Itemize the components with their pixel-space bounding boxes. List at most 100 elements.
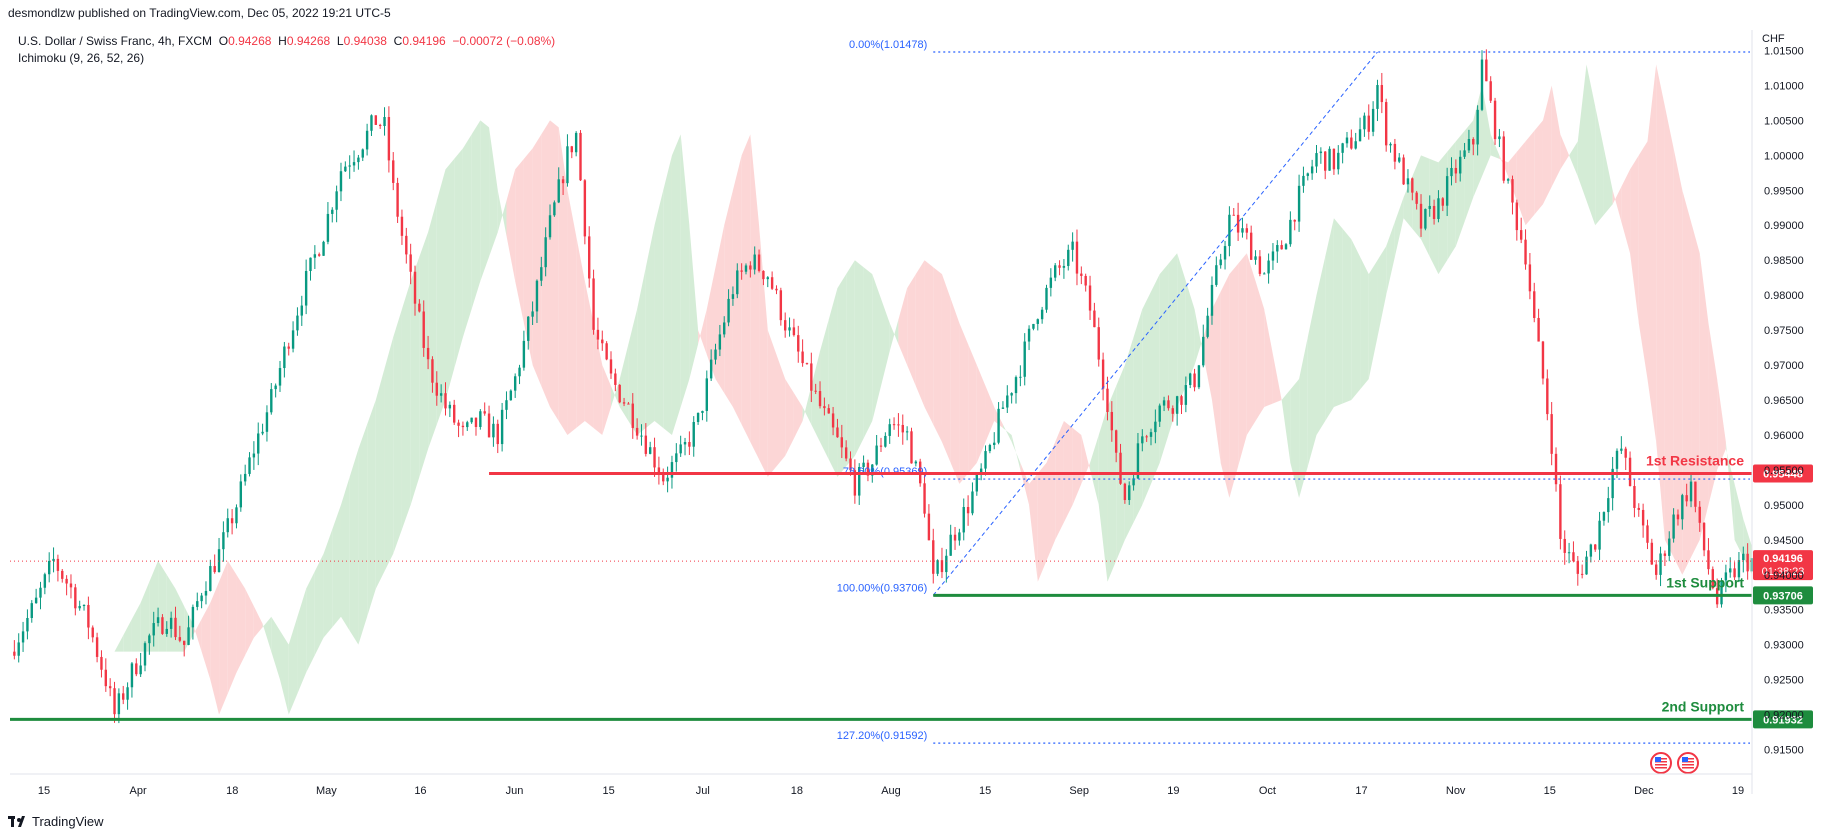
candle-body <box>1733 568 1736 578</box>
candle-body <box>422 311 425 348</box>
candle-body <box>483 411 486 414</box>
cloud-segment <box>1734 483 1744 558</box>
candle-body <box>1010 393 1013 396</box>
cloud-segment <box>149 560 159 652</box>
candle-body <box>13 651 16 656</box>
economic-event-icon[interactable] <box>1650 752 1672 774</box>
cloud-segment <box>881 298 890 387</box>
candle-body <box>1424 208 1427 229</box>
cloud-segment <box>1090 434 1099 505</box>
candle-body <box>1202 336 1205 366</box>
candle-body <box>644 435 648 454</box>
cloud-segment <box>245 588 254 656</box>
x-tick-label: 15 <box>38 785 50 797</box>
fib-trend-line <box>932 51 1378 596</box>
candle-body <box>1432 205 1436 219</box>
cloud-segment <box>811 351 821 442</box>
cloud-segment <box>1490 134 1500 159</box>
candle-body <box>971 491 974 514</box>
candle-body <box>932 540 935 574</box>
cloud-segment <box>1299 337 1308 498</box>
flag-stripe <box>1655 764 1667 766</box>
cloud-segment <box>1603 148 1613 215</box>
candle-body <box>1511 179 1514 203</box>
candle-body <box>679 444 682 454</box>
fib-level-label: 0.00%(1.01478) <box>849 39 927 51</box>
economic-event-icon[interactable] <box>1677 752 1699 774</box>
cloud-segment <box>1333 218 1343 407</box>
candle-body <box>1567 552 1571 554</box>
cloud-segment <box>1185 281 1195 387</box>
cloud-segment <box>1368 260 1378 380</box>
cloud-segment <box>123 619 132 652</box>
candle-body <box>1054 265 1057 278</box>
candle-body <box>1681 495 1684 520</box>
candle-body <box>753 254 756 270</box>
candle-body <box>252 453 256 458</box>
candle-body <box>1711 569 1715 589</box>
cloud-segment <box>1647 64 1657 442</box>
cloud-segment <box>515 158 524 324</box>
candle-body <box>1302 175 1305 186</box>
candle-body <box>736 270 739 295</box>
candle-body <box>1411 178 1414 193</box>
cloud-segment <box>802 386 812 425</box>
candle-body <box>183 640 186 645</box>
y-tick-label: 0.97500 <box>1764 325 1804 337</box>
level-price-tag <box>1753 586 1813 605</box>
y-tick-label: 0.94500 <box>1764 535 1804 547</box>
candle-body <box>322 241 325 256</box>
cloud-segment <box>1029 473 1038 582</box>
cloud-segment <box>837 274 847 477</box>
tradingview-logo[interactable]: TradingView <box>8 814 104 829</box>
cloud-segment <box>1151 274 1160 484</box>
cloud-segment <box>1386 221 1395 296</box>
cloud-segment <box>741 134 751 442</box>
candle-body <box>200 595 203 602</box>
cloud-segment <box>1194 309 1204 366</box>
cloud-segment <box>192 619 202 652</box>
candle-body <box>879 445 883 447</box>
candle-body <box>1167 400 1170 409</box>
x-tick-label: 18 <box>226 785 238 797</box>
candle-body <box>1228 214 1231 247</box>
cloud-segment <box>1220 274 1230 498</box>
candle-body <box>222 532 225 550</box>
cloud-segment <box>471 120 481 310</box>
candle-body <box>418 303 421 312</box>
candle-body <box>688 442 691 447</box>
cloud-segment <box>1020 462 1030 505</box>
cloud-segment <box>410 256 420 505</box>
candle-body <box>78 606 81 609</box>
indicator-legend[interactable]: Ichimoku (9, 26, 52, 26) <box>18 51 145 65</box>
candle-body <box>1175 396 1179 414</box>
cloud-segment <box>1159 263 1169 463</box>
cloud-segment <box>489 127 498 257</box>
candle-body <box>766 277 769 280</box>
cloud-segment <box>1542 85 1552 205</box>
candle-body <box>331 209 334 214</box>
candle-body <box>1580 573 1584 575</box>
candle-body <box>1097 327 1100 360</box>
candle-body <box>596 329 600 340</box>
y-tick-label: 0.98500 <box>1764 255 1804 267</box>
candle-body <box>82 604 86 607</box>
cloud-segment <box>1168 253 1178 435</box>
fib-level-label: 100.00%(0.93706) <box>837 582 928 594</box>
cloud-segment <box>140 581 150 652</box>
cloud-segment <box>1638 141 1648 380</box>
candle-body <box>243 473 247 482</box>
candle-body <box>849 458 852 471</box>
tradingview-logo-icon <box>8 815 28 828</box>
level-name: 2nd Support <box>1662 698 1745 714</box>
candle-body <box>156 617 160 624</box>
candle-body <box>1001 407 1005 409</box>
candle-body <box>1215 265 1218 285</box>
candle-body <box>540 267 543 281</box>
candle-body <box>1585 556 1588 575</box>
candle-body <box>1607 498 1610 513</box>
candle-body <box>1036 319 1039 324</box>
candle-body <box>1563 538 1566 553</box>
candle-body <box>209 566 212 591</box>
